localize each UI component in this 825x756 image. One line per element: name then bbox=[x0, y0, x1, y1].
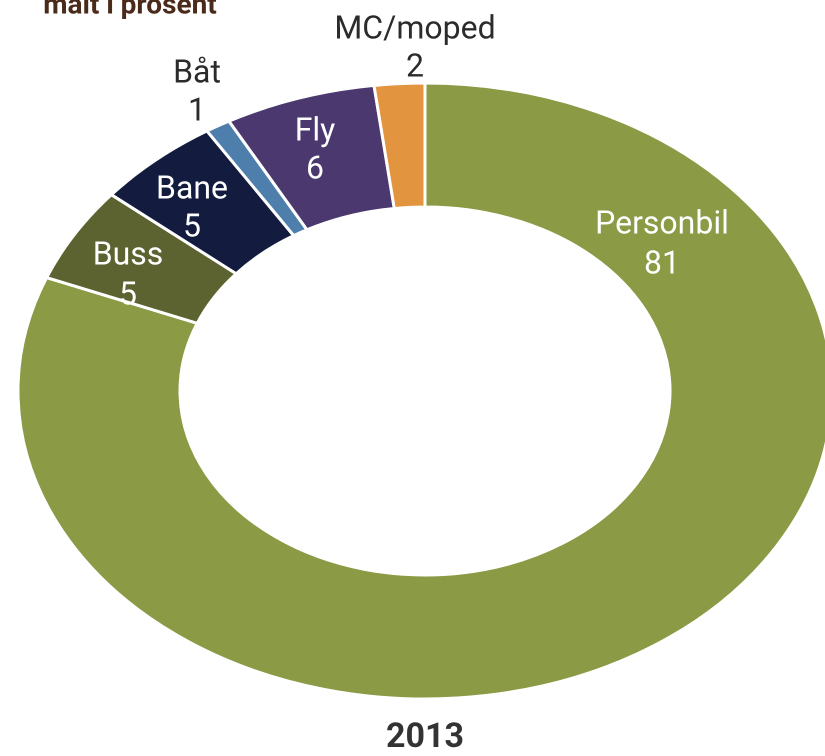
slice-value: 2 bbox=[406, 46, 424, 84]
slice-label: MC/moped bbox=[334, 8, 495, 46]
slice-value: 1 bbox=[188, 90, 206, 128]
slice-value: 81 bbox=[644, 243, 680, 281]
chart-title: målt i prosent bbox=[43, 0, 217, 20]
slice-label: Buss bbox=[93, 234, 164, 272]
slice-label: Personbil bbox=[595, 203, 729, 241]
slice-label: Fly bbox=[295, 110, 336, 148]
slice-label: Båt bbox=[173, 52, 221, 90]
donut-slice bbox=[372, 81, 427, 211]
annotation: 2013 bbox=[386, 716, 464, 756]
donut-slice bbox=[16, 81, 825, 701]
slice-value: 5 bbox=[183, 206, 201, 244]
slice-value: 6 bbox=[306, 148, 324, 186]
slice-label: Bane bbox=[156, 168, 228, 206]
slice-value: 5 bbox=[119, 274, 137, 312]
